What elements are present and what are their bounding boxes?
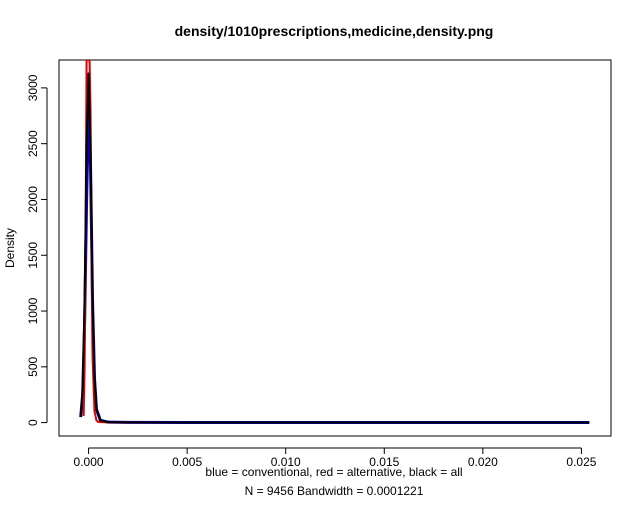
y-tick-label: 2500 (26, 130, 40, 157)
chart-title: density/1010prescriptions,medicine,densi… (175, 23, 494, 39)
x-tick-label: 0.000 (74, 455, 104, 469)
y-tick-label: 3000 (26, 74, 40, 101)
series-conventional-line (79, 108, 590, 424)
y-tick-label: 500 (26, 356, 40, 376)
x-tick-label: 0.005 (172, 455, 202, 469)
series-all-line (79, 72, 590, 424)
plot-area (58, 59, 612, 437)
y-tick-label: 0 (26, 419, 40, 426)
x-axis: 0.000 0.005 0.010 0.015 0.020 0.025 (74, 447, 597, 469)
y-axis: 0 500 1000 1500 2000 2500 3000 (26, 74, 48, 426)
x-tick-label: 0.020 (468, 455, 498, 469)
y-tick-label: 1500 (26, 242, 40, 269)
plot-frame (58, 59, 612, 437)
x-axis-label: blue = conventional, red = alternative, … (205, 465, 462, 479)
series-alternative-line (82, 60, 395, 424)
y-axis-label: Density (3, 228, 17, 268)
x-tick-label: 0.010 (271, 455, 301, 469)
x-tick-label: 0.025 (566, 455, 596, 469)
y-tick-label: 2000 (26, 186, 40, 213)
series-layer (79, 60, 590, 424)
x-axis-label-line2: N = 9456 Bandwidth = 0.0001221 (245, 484, 424, 498)
y-tick-label: 1000 (26, 297, 40, 324)
x-tick-label: 0.015 (369, 455, 399, 469)
